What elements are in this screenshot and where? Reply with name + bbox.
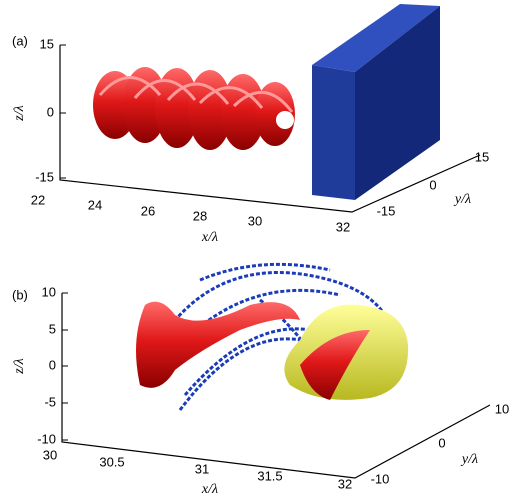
x-tick-label: 32 [336, 219, 350, 234]
z-tick-label: -15 [35, 169, 54, 184]
x-tick-label: 24 [88, 197, 102, 212]
axis-title: y/λ [453, 192, 471, 207]
axis-title: z/λ [12, 105, 27, 121]
red-vortex [136, 301, 370, 400]
x-tick-label: 31 [195, 461, 209, 476]
y-tick-label: 15 [475, 149, 489, 164]
panel-label: (a) [12, 33, 28, 48]
x-tick-label: 31.5 [257, 468, 282, 483]
axis-lines-b [61, 293, 491, 479]
x-tick-label: 30 [43, 447, 57, 462]
z-tick-label: 0 [47, 104, 54, 119]
x-tick-label: 30 [248, 213, 262, 228]
axis-title: z/λ [12, 358, 27, 374]
z-tick-label: 5 [49, 321, 56, 336]
z-tick-label: -5 [44, 394, 56, 409]
y-tick-label: -10 [371, 471, 390, 486]
x-tick-label: 26 [141, 203, 155, 218]
axis-title: x/λ [201, 482, 218, 497]
helix [93, 67, 295, 150]
x-tick-label: 28 [193, 208, 207, 223]
z-tick-label: 0 [49, 357, 56, 372]
y-tick-label: -15 [377, 203, 396, 218]
z-tick-label: 15 [40, 36, 54, 51]
axis-title: y/λ [460, 452, 478, 467]
slab [312, 4, 440, 200]
x-tick-label: 30.5 [99, 454, 124, 469]
x-tick-label: 32 [338, 476, 352, 491]
panel-label: (b) [12, 287, 28, 302]
z-tick-label: -10 [37, 431, 56, 446]
x-tick-label: 22 [31, 192, 45, 207]
labels: (a) z/λ x/λ y/λ 15 0 -15 22 24 26 28 30 32 -15 0 15 (b) z… [12, 33, 509, 497]
y-tick-label: 10 [495, 401, 509, 416]
y-tick-label: 0 [438, 435, 445, 450]
axis-title: x/λ [201, 230, 218, 245]
z-tick-label: 10 [42, 284, 56, 299]
y-tick-label: 0 [429, 177, 436, 192]
